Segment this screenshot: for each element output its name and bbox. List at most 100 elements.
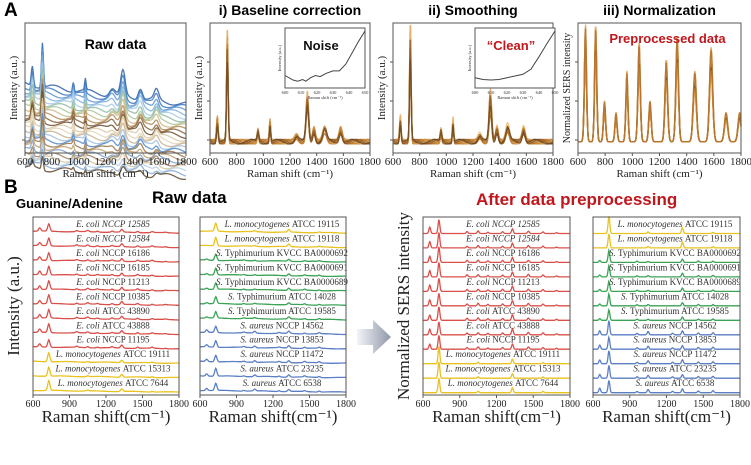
spectrum-label: S. aureus ATCC 6538	[243, 378, 322, 388]
spectrum-line	[24, 97, 187, 142]
spectrum-line	[33, 265, 179, 278]
spectrum-label: L. monocytogenes ATCC 15313	[54, 364, 171, 374]
y-axis-label: Intensity (a.u.)	[8, 55, 20, 120]
spectrum-line	[24, 75, 187, 128]
x-tick-label: 1500	[693, 399, 713, 410]
spectrum-label: E. coli NCCP 11213	[465, 277, 540, 287]
spectrum-line	[593, 291, 740, 307]
spectrum-line	[24, 148, 187, 177]
strain-id: ATCC 19118	[292, 233, 340, 243]
strain-id: Typhimurium KVCC BA0000689	[225, 277, 348, 287]
spectrum-line	[25, 113, 187, 154]
spectrum-line	[33, 322, 179, 336]
strain-id: NCCP 11213	[102, 277, 150, 287]
spectrum-label: E. coli NCCP 12585	[465, 219, 540, 229]
inset-x-tick-label: 650	[552, 90, 560, 95]
inset-x-tick-label: 620	[504, 90, 512, 95]
strain-id: ATCC 7644	[125, 378, 169, 388]
inset-x-tick-label: 600	[282, 90, 290, 95]
x-tick-label: 1500	[133, 399, 153, 410]
x-axis-label: Raman shift (cm⁻¹)	[62, 168, 148, 180]
spectrum-line	[423, 361, 570, 379]
strain-id: Typhimurium KVCC BA0000691	[225, 262, 348, 272]
species-name: S.	[228, 291, 237, 301]
spectrum-label: L. monocytogenes ATCC 19111	[445, 349, 560, 359]
spectrum-line	[24, 78, 187, 131]
spectrum-line	[200, 325, 346, 336]
x-axis-label: Raman shift(cm⁻¹)	[209, 407, 338, 426]
species-name: S. aureus	[633, 364, 668, 374]
species-name: E. coli	[75, 335, 102, 345]
spectrum-label: S. aureus ATCC 23235	[633, 364, 717, 374]
strain-id: ATCC 43888	[492, 320, 540, 330]
species-name: E. coli	[465, 335, 492, 345]
inset-y-label: Intensity (a.u.)	[467, 44, 472, 71]
strain-id: Typhimurium ATCC 14028	[237, 291, 336, 301]
spectrum-line	[593, 233, 740, 249]
spectrum-label: E. coli ATCC 43890	[75, 306, 150, 316]
species-name: E. coli	[465, 248, 492, 258]
chart-annotation: Preprocessed data	[609, 31, 726, 46]
spectrum-label: S. Typhimurium ATCC 19585	[621, 306, 729, 316]
spectrum-line	[423, 346, 570, 365]
panel-b-processed-title: After data preprocessing	[476, 190, 678, 209]
x-tick-label: 1400	[489, 156, 512, 168]
strain-id: ATCC 23235	[669, 364, 717, 374]
species-name: E. coli	[465, 262, 492, 272]
strain-id: NCCP 14562	[669, 320, 717, 330]
species-name: E. coli	[75, 219, 102, 229]
spectrum-label: S. Typhimurium KVCC BA0000692	[216, 248, 348, 258]
species-name: E. coli	[75, 248, 102, 258]
inset-x-label: Raman shift (cm⁻¹)	[307, 95, 343, 100]
species-name: L. monocytogenes	[445, 349, 513, 359]
species-name: S.	[609, 248, 618, 258]
strain-id: NCCP 16186	[492, 248, 540, 258]
strain-id: Typhimurium KVCC BA0000689	[618, 277, 741, 287]
spectrum-label: E. coli NCCP 10385	[465, 291, 540, 301]
spectrum-line	[199, 310, 346, 321]
species-name: S.	[609, 262, 618, 272]
spectrum-line	[24, 72, 187, 126]
spectrum-line	[423, 293, 570, 307]
strain-id: NCCP 12584	[491, 233, 541, 243]
x-tick-label: 1800	[336, 399, 356, 410]
strain-id: ATCC 43888	[102, 320, 150, 330]
x-axis-label: Raman shift(cm⁻¹)	[602, 407, 731, 426]
x-tick-label: 800	[228, 156, 245, 168]
spectrum-line	[24, 142, 187, 173]
spectrum-line	[33, 351, 179, 364]
spectrum-label: S. Typhimurium ATCC 14028	[228, 291, 336, 301]
spectrum-line	[24, 108, 187, 150]
species-name: L. monocytogenes	[54, 364, 122, 374]
x-tick-label: 900	[452, 399, 467, 410]
x-axis-label: Raman shift (cm⁻¹)	[616, 168, 702, 180]
spectrum-label: S. Typhimurium KVCC BA0000689	[609, 277, 741, 287]
x-tick-label: 1000	[435, 156, 458, 168]
spectrum-line	[33, 251, 179, 263]
spectrum-line	[33, 222, 179, 234]
spectrum-line	[32, 365, 179, 379]
chart-a-raw: 600 800 1000 1200 1400 1600 1800 Raman shift (c…	[8, 22, 198, 180]
spectrum-line	[24, 48, 187, 111]
x-tick-label: 800	[597, 156, 614, 168]
spectrum-line	[199, 367, 346, 379]
strain-id: NCCP 12585	[101, 219, 151, 229]
y-axis-label: Normalized SERS intensity	[394, 212, 413, 400]
chart-title: iii) Normalization	[603, 2, 716, 18]
spectrum-line	[200, 222, 346, 234]
x-tick-label: 600	[17, 156, 34, 168]
x-tick-label: 1400	[676, 156, 699, 168]
species-name: E. coli	[75, 320, 102, 330]
x-tick-label: 1200	[279, 156, 302, 168]
spectrum-line	[200, 267, 346, 278]
strain-id: ATCC 15313	[513, 364, 561, 374]
x-tick-label: 1800	[542, 156, 565, 168]
strain-id: ATCC 43890	[492, 306, 540, 316]
spectrum-line	[423, 306, 570, 321]
strain-id: Typhimurium KVCC BA0000692	[225, 248, 348, 258]
strain-id: NCCP 16185	[492, 262, 540, 272]
spectrum-line	[24, 61, 186, 120]
spectrum-line	[423, 232, 570, 249]
